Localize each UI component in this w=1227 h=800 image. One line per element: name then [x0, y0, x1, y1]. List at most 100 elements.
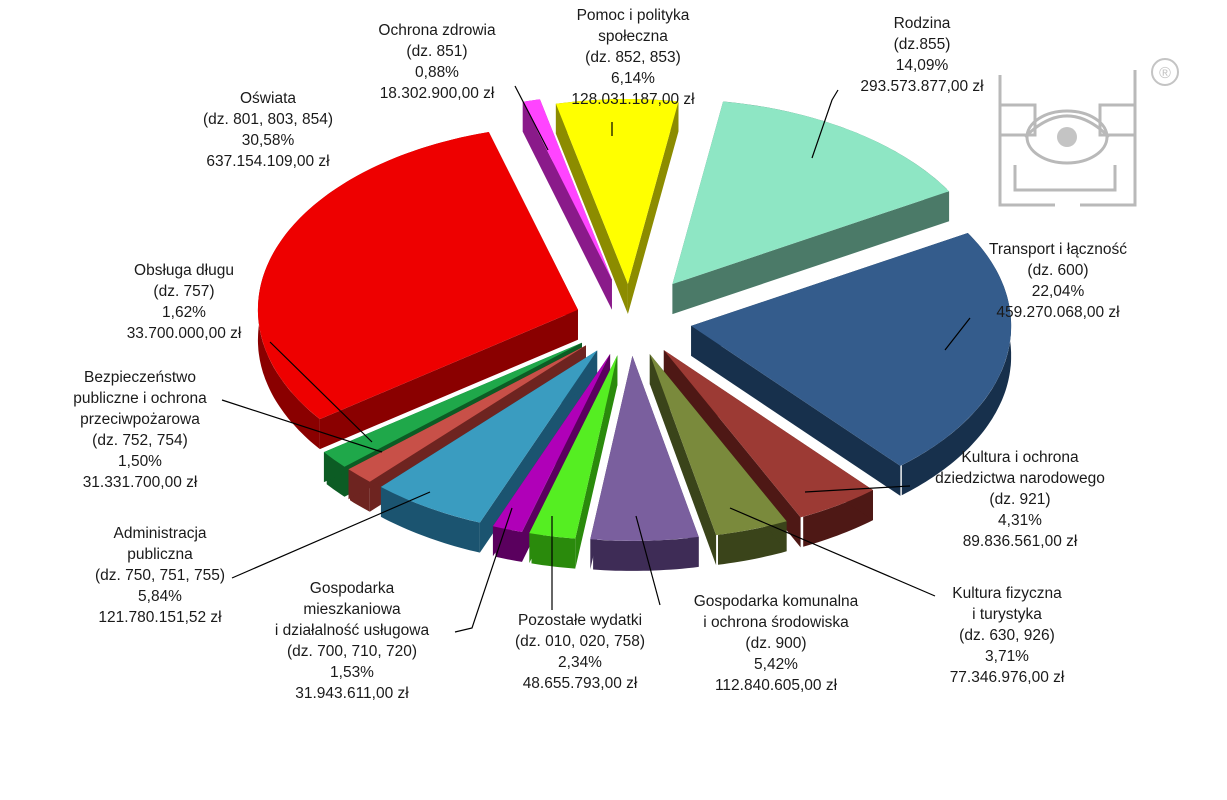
slice-label-6-line-2: 2,34%	[558, 654, 602, 671]
slice-label-9-line-3: (dz. 752, 754)	[92, 432, 188, 449]
slice-label-11-line-2: 30,58%	[242, 132, 295, 149]
slice-label-5-line-4: 112.840.605,00 zł	[715, 677, 838, 694]
slice-label-0-line-0: Pomoc i polityka	[577, 7, 690, 24]
slice-label-8-line-2: (dz. 750, 751, 755)	[95, 567, 225, 584]
slice-label-9-line-4: 1,50%	[118, 453, 162, 470]
slice-label-4-line-4: 77.346.976,00 zł	[950, 669, 1065, 686]
slice-label-7-line-5: 31.943.611,00 zł	[295, 685, 409, 702]
slice-label-5-line-3: 5,42%	[754, 656, 798, 673]
slice-label-3-line-4: 89.836.561,00 zł	[963, 533, 1078, 550]
slice-2-wall-1	[691, 325, 901, 496]
slice-label-1-line-3: 293.573.877,00 zł	[860, 78, 984, 95]
slice-8-wall-0	[479, 350, 598, 553]
slice-1-top	[672, 101, 950, 285]
slice-4-top	[649, 354, 787, 536]
slice-label-9: Bezpieczeństwo publiczne i ochrona przeciw…	[73, 369, 207, 491]
slice-label-8-line-3: 5,84%	[138, 588, 182, 605]
svg-text:®: ®	[1159, 65, 1171, 82]
slice-label-3-line-3: 4,31%	[998, 512, 1042, 529]
pie-tops	[257, 99, 1012, 541]
slice-label-2: Transport i łączność (dz. 600) 22,04% 459.2…	[989, 241, 1127, 321]
leader-line-7	[454, 507, 513, 633]
slice-10-top	[323, 342, 582, 467]
slice-label-9-line-0: Bezpieczeństwo	[84, 369, 196, 386]
slice-label-3-line-1: dziedzictwa narodowego	[935, 470, 1105, 487]
slice-8-side	[381, 486, 480, 553]
slice-label-5-line-2: (dz. 900)	[745, 635, 806, 652]
slice-labels: Pomoc i polityka społeczna (dz. 852, 853) 6…	[73, 7, 1127, 702]
slice-11-top	[257, 132, 578, 420]
leader-lines	[221, 85, 971, 633]
slice-label-2-line-3: 459.270.068,00 zł	[996, 304, 1120, 321]
slice-label-2-line-1: (dz. 600)	[1027, 262, 1088, 279]
slice-10-wall-1	[323, 342, 582, 483]
slice-label-12-line-1: (dz. 851)	[406, 43, 467, 60]
slice-label-4-line-3: 3,71%	[985, 648, 1029, 665]
slice-label-11: Oświata (dz. 801, 803, 854) 30,58% 637.154.…	[203, 90, 333, 170]
slice-0-wall-0	[555, 103, 628, 315]
slice-label-3-line-2: (dz. 921)	[989, 491, 1050, 508]
slice-9-wall-1	[348, 345, 586, 500]
slice-label-5-line-0: Gospodarka komunalna	[694, 593, 859, 610]
slice-2-side	[901, 233, 1012, 496]
slice-label-7-line-4: 1,53%	[330, 664, 374, 681]
slice-label-8-line-1: publiczna	[127, 546, 193, 563]
slice-0-top	[555, 99, 679, 285]
slice-label-7-line-2: i działalność usługowa	[275, 622, 430, 639]
slice-3-top	[663, 350, 873, 518]
slice-label-12-line-0: Ochrona zdrowia	[378, 22, 496, 39]
slice-label-7-line-1: mieszkaniowa	[303, 601, 401, 618]
slice-label-3-line-0: Kultura i ochrona	[961, 449, 1079, 466]
slice-label-4-line-2: (dz. 630, 926)	[959, 627, 1055, 644]
slice-1-wall-1	[672, 191, 950, 315]
slice-label-2-line-0: Transport i łączność	[989, 241, 1127, 258]
registered-mark: ®	[1151, 58, 1179, 86]
slice-label-7-line-3: (dz. 700, 710, 720)	[287, 643, 417, 660]
slice-6-top	[529, 355, 618, 539]
slice-0-wall-1	[627, 101, 679, 315]
leader-line-2	[944, 317, 971, 351]
slice-label-8-line-4: 121.780.151,52 zł	[98, 609, 222, 626]
slice-label-1-line-1: (dz.855)	[894, 36, 951, 53]
slice-label-7: Gospodarka mieszkaniowa i działalność usłu…	[275, 580, 430, 702]
eye-logo-icon	[998, 70, 1137, 207]
slice-label-0-line-4: 128.031.187,00 zł	[571, 91, 695, 108]
slice-label-9-line-5: 31.331.700,00 zł	[83, 474, 198, 491]
slice-label-4-line-1: i turystyka	[972, 606, 1042, 623]
slice-label-5-line-1: i ochrona środowiska	[703, 614, 849, 631]
leader-line-8	[231, 491, 431, 579]
slice-label-11-line-1: (dz. 801, 803, 854)	[203, 111, 333, 128]
slice-label-12-line-3: 18.302.900,00 zł	[380, 85, 495, 102]
slice-6-wall-0	[575, 355, 618, 569]
slice-label-8: Administracja publiczna (dz. 750, 751, 755…	[95, 525, 225, 626]
slice-label-10-line-0: Obsługa długu	[134, 262, 234, 279]
slice-label-3: Kultura i ochrona dziedzictwa narodowego (…	[935, 449, 1105, 550]
slice-label-6-line-3: 48.655.793,00 zł	[523, 675, 638, 692]
slice-4-side	[718, 521, 787, 565]
slice-label-12-line-2: 0,88%	[415, 64, 459, 81]
slice-label-10-line-3: 33.700.000,00 zł	[127, 325, 242, 342]
slice-label-1-line-2: 14,09%	[896, 57, 949, 74]
slice-7-top	[492, 354, 611, 532]
slice-label-4: Kultura fizyczna i turystyka (dz. 630, 926…	[950, 585, 1065, 686]
slice-label-11-line-0: Oświata	[240, 90, 296, 107]
slice-label-9-line-1: publiczne i ochrona	[73, 390, 207, 407]
leader-line-1	[811, 89, 839, 159]
slice-label-6-line-1: (dz. 010, 020, 758)	[515, 633, 645, 650]
slice-label-10-line-1: (dz. 757)	[153, 283, 214, 300]
slice-label-0-line-3: 6,14%	[611, 70, 655, 87]
slice-label-1: Rodzina (dz.855) 14,09% 293.573.877,00 zł	[860, 15, 984, 95]
slice-label-0: Pomoc i polityka społeczna (dz. 852, 853) 6…	[571, 7, 695, 108]
slice-label-11-line-3: 637.154.109,00 zł	[206, 153, 330, 170]
leader-line-10	[269, 341, 373, 443]
slice-label-8-line-0: Administracja	[113, 525, 206, 542]
slice-4-wall-1	[649, 354, 717, 566]
leader-line-5	[635, 515, 661, 606]
slice-label-4-line-0: Kultura fizyczna	[952, 585, 1062, 602]
slice-11-wall-0	[319, 309, 578, 450]
slice-8-top	[380, 350, 598, 523]
slice-5-top	[590, 355, 699, 541]
slice-9-top	[348, 345, 586, 482]
leader-line-3	[804, 485, 911, 493]
